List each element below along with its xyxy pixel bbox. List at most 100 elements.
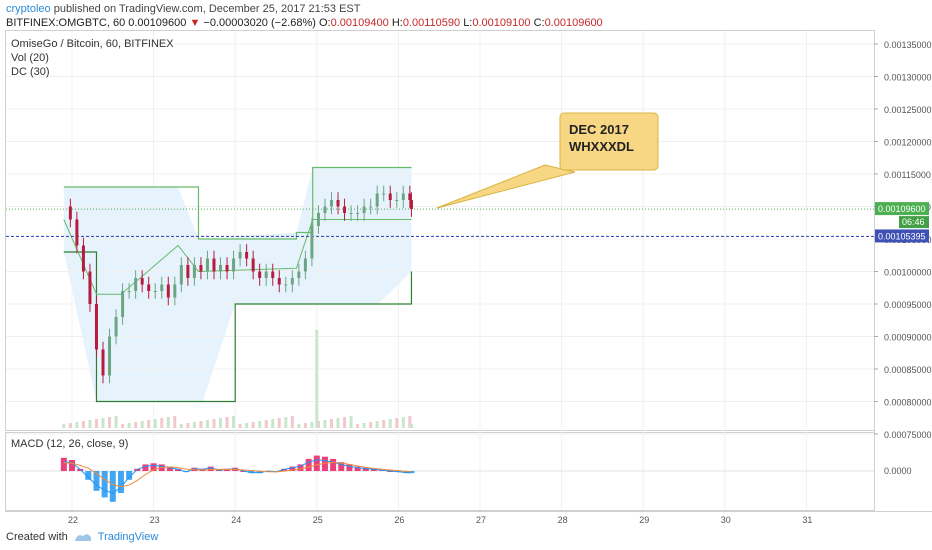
candle-body <box>108 336 112 376</box>
y-tick-label: 0.00075000 <box>884 430 932 440</box>
y-tick-label: 0.00085000 <box>884 365 932 375</box>
volume-bar <box>94 419 98 428</box>
candle-body <box>75 219 79 246</box>
x-tick-label: 31 <box>802 515 812 525</box>
donchian-fill <box>63 167 412 402</box>
candle-body <box>81 245 85 272</box>
volume-bar <box>166 417 170 428</box>
candle-body <box>186 265 190 278</box>
macd-indicator-label[interactable]: MACD (12, 26, close, 9) <box>11 438 129 450</box>
close-value: 0.00109600 <box>544 17 603 29</box>
candle-body <box>232 258 236 272</box>
macd-histogram-bar <box>362 467 369 471</box>
high-value: 0.00110590 <box>402 17 461 29</box>
macd-histogram-bar <box>85 471 92 480</box>
open-label: O: <box>319 17 331 29</box>
donchian-upper-line <box>63 166 412 240</box>
chart-title: OmiseGo / Bitcoin, 60, BITFINEX <box>11 38 174 50</box>
macd-histogram-bar <box>117 471 124 493</box>
volume-bar <box>356 424 360 428</box>
volume-bar <box>88 420 92 428</box>
volume-bar <box>369 422 373 428</box>
volume-bar <box>134 422 138 428</box>
dc-indicator-label[interactable]: DC (30) <box>11 66 50 78</box>
x-tick-label: 23 <box>150 515 160 525</box>
countdown-badge-text: 06:46 <box>902 217 925 227</box>
candle-body <box>173 284 177 298</box>
hline-badge <box>875 229 929 243</box>
tradingview-brand-link[interactable]: TradingView <box>97 531 159 543</box>
volume-bar <box>290 416 294 428</box>
macd-histogram-bar <box>346 464 353 471</box>
x-tick-label: 24 <box>231 515 241 525</box>
macd-histogram-bar <box>150 463 157 471</box>
volume-bar <box>179 424 183 428</box>
candle-body <box>134 278 138 291</box>
volume-bar <box>114 416 118 428</box>
candle-body <box>88 271 92 304</box>
volume-bar <box>238 424 242 428</box>
volume-bar <box>205 420 209 428</box>
volume-bar <box>329 419 333 428</box>
volume-bar <box>382 420 386 428</box>
volume-bar <box>271 419 275 428</box>
volume-bar <box>108 417 112 428</box>
candle-body <box>284 284 288 286</box>
low-label: L: <box>463 17 473 29</box>
published-text: published on TradingView.com, December 2… <box>53 3 361 15</box>
y-tick-label: 0.00130000 <box>884 73 932 83</box>
volume-bar <box>219 418 223 428</box>
candle-body <box>271 271 275 278</box>
candle-body <box>264 271 268 278</box>
volume-bar <box>232 416 236 428</box>
candle-body <box>409 200 413 210</box>
macd-histogram-bar <box>126 471 133 480</box>
candle-body <box>303 258 307 272</box>
macd-histogram-bar <box>60 457 67 471</box>
candle-body <box>225 265 229 272</box>
volume-bar <box>264 420 268 428</box>
candle-body <box>94 304 98 350</box>
macd-histogram-bar <box>101 471 108 498</box>
macd-histogram-bar <box>166 466 173 471</box>
hline-badge-text: 0.00105395 <box>878 231 926 241</box>
volume-bar <box>303 423 307 428</box>
volume-bar <box>401 417 405 428</box>
author-link[interactable]: cryptoleo <box>6 3 51 15</box>
volume-bar <box>127 423 131 428</box>
y-tick-label: 0.00100000 <box>884 268 932 278</box>
candle-body <box>219 265 223 272</box>
candle-body <box>101 349 105 376</box>
x-tick-label: 26 <box>394 515 404 525</box>
y-tick-label: 0.00120000 <box>884 138 932 148</box>
y-tick-label: 0.00080000 <box>884 398 932 408</box>
macd-histogram-bar <box>289 466 296 471</box>
macd-histogram-bar <box>338 462 345 471</box>
symbol-line: BITFINEX:OMGBTC, 60 <box>6 17 126 29</box>
volume-bar <box>297 424 301 428</box>
callout-line1: DEC 2017 <box>569 122 629 137</box>
macd-line <box>63 459 412 494</box>
change-value: −0.00003020 (−2.68%) <box>203 17 316 29</box>
volume-bar <box>121 424 125 428</box>
volume-bar <box>147 420 151 428</box>
x-tick-label: 25 <box>313 515 323 525</box>
candle-body <box>310 226 314 259</box>
macd-histogram-bar <box>93 471 100 491</box>
volume-bar <box>315 330 319 428</box>
candle-body <box>199 265 203 272</box>
y-tick-label: 0.00115000 <box>884 170 931 180</box>
candle-body <box>362 206 366 213</box>
callout-pointer <box>436 164 576 209</box>
candle-body <box>258 271 262 278</box>
volume-bar <box>409 424 413 428</box>
close-label: C: <box>533 17 545 29</box>
volume-bar <box>173 416 177 428</box>
x-tick-label: 29 <box>639 515 649 525</box>
volume-bar <box>251 422 255 428</box>
vol-indicator-label[interactable]: Vol (20) <box>11 52 49 64</box>
candle-body <box>375 193 379 207</box>
volume-bar <box>316 421 320 428</box>
candle-body <box>349 213 353 214</box>
